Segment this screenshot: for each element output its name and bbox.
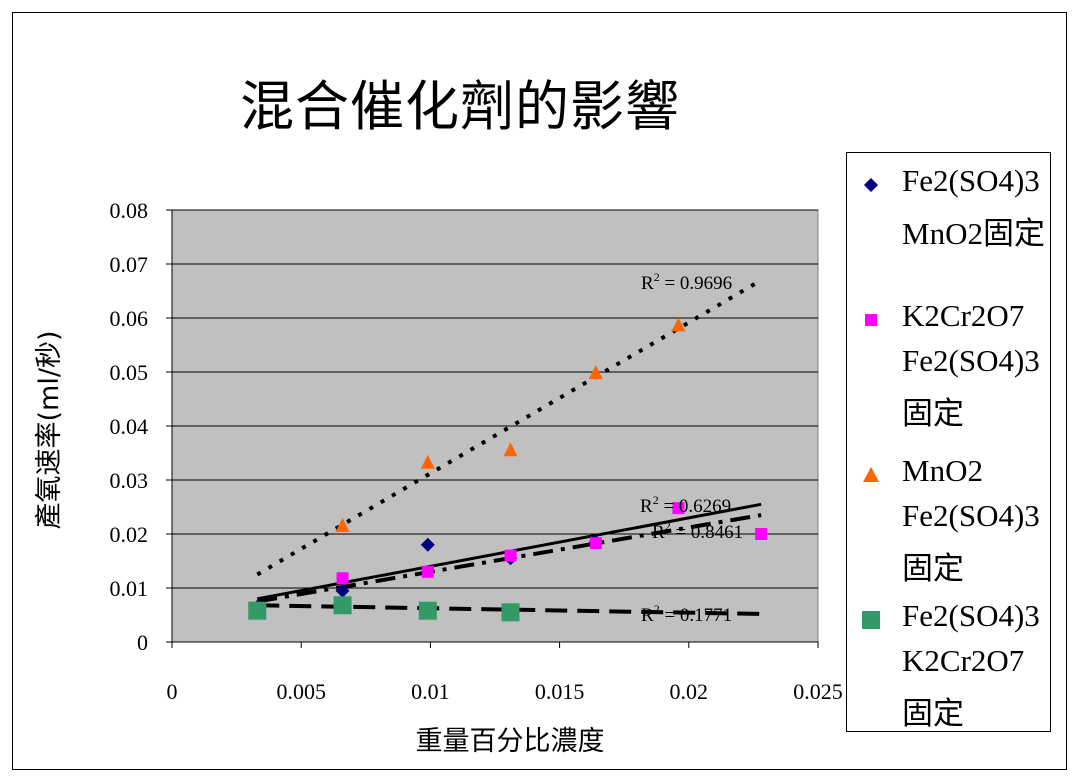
legend-label: Fe2(SO4)3 xyxy=(902,598,1040,633)
y-tick-label: 0.01 xyxy=(110,576,149,601)
data-point-s4 xyxy=(501,603,520,622)
data-point-s4 xyxy=(333,596,352,615)
data-point-s3 xyxy=(671,317,686,332)
y-tick-label: 0.03 xyxy=(110,468,149,493)
legend-marker xyxy=(861,465,881,485)
legend-marker xyxy=(861,175,881,195)
data-point-s2 xyxy=(755,528,768,540)
y-axis-label: 產氧速率(ml/秒) xyxy=(34,331,65,530)
data-point-s2 xyxy=(421,565,434,578)
x-tick-label: 0.015 xyxy=(535,679,585,704)
data-point-s3 xyxy=(335,517,350,532)
y-tick-label: 0 xyxy=(137,630,148,655)
legend-label: K2Cr2O7 xyxy=(902,298,1025,333)
legend-label: Fe2(SO4)3 xyxy=(902,343,1040,378)
y-tick-label: 0.08 xyxy=(110,198,149,223)
r2-label-2: R2 = 0.8461 xyxy=(652,519,743,543)
x-tick-label: 0.01 xyxy=(411,679,450,704)
y-tick-label: 0.02 xyxy=(110,522,149,547)
legend-marker xyxy=(861,610,881,630)
r2-label-4: R2 = 0.1771 xyxy=(641,602,732,626)
chart-title: 混合催化劑的影響 xyxy=(240,75,680,138)
legend-label: 固定 xyxy=(902,696,964,731)
legend-label: Fe2(SO4)3 xyxy=(902,163,1040,198)
legend-label: MnO2 xyxy=(902,453,983,488)
legend-label: 固定 xyxy=(902,396,964,431)
x-tick-label: 0.025 xyxy=(793,679,843,704)
data-point-s3 xyxy=(588,365,603,380)
data-point-s3 xyxy=(503,442,518,457)
legend-label: MnO2固定 xyxy=(902,216,1045,251)
data-point-s1 xyxy=(420,537,435,552)
data-point-s1 xyxy=(335,583,350,598)
x-tick-label: 0.005 xyxy=(276,679,326,704)
x-tick-label: 0 xyxy=(167,679,178,704)
data-point-s4 xyxy=(248,601,267,620)
y-tick-label: 0.06 xyxy=(110,306,149,331)
y-tick-label: 0.05 xyxy=(110,360,149,385)
x-tick-label: 0.02 xyxy=(670,679,709,704)
chart-legend: Fe2(SO4)3 MnO2固定 K2Cr2O7 Fe2(SO4)3 固定 MnO2 Fe2… xyxy=(846,152,1051,732)
y-tick-label: 0.04 xyxy=(110,414,149,439)
legend-label: K2Cr2O7 xyxy=(902,643,1025,678)
r2-label-1: R2 = 0.6269 xyxy=(640,493,731,517)
legend-marker xyxy=(861,310,881,330)
r2-label-3: R2 = 0.9696 xyxy=(641,270,732,294)
data-point-s3 xyxy=(420,454,435,469)
data-point-s4 xyxy=(418,601,437,620)
legend-label: 固定 xyxy=(902,551,964,586)
data-point-s2 xyxy=(504,549,517,562)
legend-label: Fe2(SO4)3 xyxy=(902,498,1040,533)
y-tick-label: 0.07 xyxy=(110,252,149,277)
data-point-s2 xyxy=(672,502,685,515)
x-axis-label: 重量百分比濃度 xyxy=(416,726,605,757)
data-point-s2 xyxy=(589,537,602,550)
data-point-s2 xyxy=(336,572,349,585)
